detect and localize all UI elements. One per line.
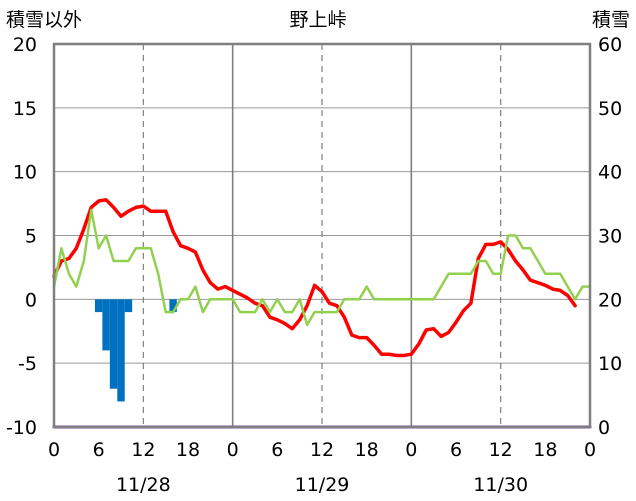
x-tick-label: 18 — [176, 439, 200, 461]
frame-layer — [52, 42, 592, 429]
right-tick-label: 10 — [598, 353, 622, 375]
x-tick-label: 12 — [131, 439, 155, 461]
left-tick-label: -5 — [18, 353, 37, 375]
left-tick-label: 0 — [25, 289, 37, 311]
left-tick-label: 20 — [13, 34, 37, 56]
left-axis-label: 積雪以外 — [6, 9, 82, 31]
right-tick-label: 0 — [598, 417, 610, 439]
x-tick-label: 0 — [227, 439, 239, 461]
date-label: 11/28 — [116, 474, 171, 496]
right-tick-label: 40 — [598, 162, 622, 184]
x-tick-label: 12 — [489, 439, 513, 461]
grid-layer — [54, 44, 590, 427]
snowfall-bar — [169, 299, 177, 313]
snowfall-bar — [109, 299, 118, 389]
left-tick-label: -10 — [6, 417, 37, 439]
x-tick-label: 0 — [584, 439, 596, 461]
chart-title: 野上峠 — [289, 9, 346, 31]
x-tick-label: 12 — [310, 439, 334, 461]
x-tick-label: 18 — [355, 439, 379, 461]
x-tick-label: 6 — [93, 439, 105, 461]
right-tick-label: 50 — [598, 98, 622, 120]
right-tick-label: 60 — [598, 34, 622, 56]
x-tick-label: 6 — [450, 439, 462, 461]
x-tick-label: 6 — [271, 439, 283, 461]
series-line-1 — [52, 198, 577, 358]
plot-frame — [52, 42, 592, 429]
right-tick-label: 30 — [598, 226, 622, 248]
left-tick-label: 10 — [13, 162, 37, 184]
snowfall-bar — [117, 299, 125, 402]
snowfall-bar — [102, 299, 110, 351]
left-tick-label: 15 — [13, 98, 37, 120]
bar-layer — [94, 299, 177, 402]
right-tick-label: 20 — [598, 289, 622, 311]
right-axis-label: 積雪 — [592, 9, 630, 31]
x-tick-label: 18 — [533, 439, 557, 461]
date-label: 11/29 — [295, 474, 350, 496]
left-tick-label: 5 — [25, 226, 37, 248]
x-tick-label: 0 — [405, 439, 417, 461]
snowfall-bar — [94, 299, 103, 313]
series-line-2 — [52, 208, 592, 327]
x-tick-label: 0 — [48, 439, 60, 461]
date-label: 11/30 — [473, 474, 528, 496]
snowfall-bar — [124, 299, 133, 313]
